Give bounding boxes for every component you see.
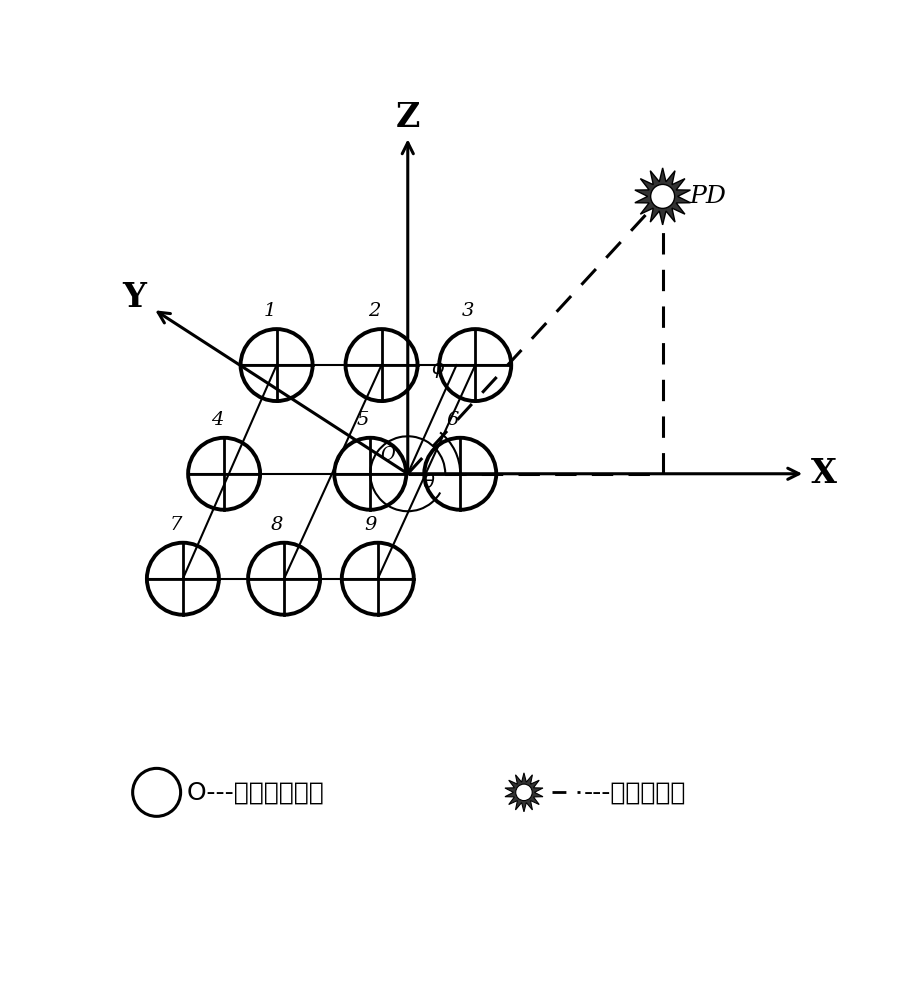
Text: $\theta$: $\theta$ bbox=[422, 473, 436, 492]
Text: 2: 2 bbox=[368, 302, 381, 320]
Text: Y: Y bbox=[122, 281, 146, 314]
Text: O: O bbox=[380, 446, 395, 464]
Text: O---特高频阵元，: O---特高频阵元， bbox=[187, 780, 324, 804]
Text: 4: 4 bbox=[211, 411, 223, 429]
Text: 7: 7 bbox=[170, 516, 182, 534]
Text: 9: 9 bbox=[365, 516, 377, 534]
Text: ---局部放电源: ---局部放电源 bbox=[584, 780, 686, 804]
Circle shape bbox=[651, 184, 674, 208]
Text: $\phi$: $\phi$ bbox=[431, 357, 445, 380]
Text: X: X bbox=[811, 457, 837, 490]
Text: 5: 5 bbox=[357, 411, 369, 429]
Polygon shape bbox=[635, 168, 691, 225]
Circle shape bbox=[515, 784, 533, 801]
Polygon shape bbox=[505, 773, 543, 812]
Text: 8: 8 bbox=[270, 516, 283, 534]
Text: PD: PD bbox=[689, 185, 726, 208]
Text: 3: 3 bbox=[462, 302, 474, 320]
Text: Z: Z bbox=[396, 101, 420, 134]
Text: 1: 1 bbox=[263, 302, 276, 320]
Text: 6: 6 bbox=[447, 411, 459, 429]
